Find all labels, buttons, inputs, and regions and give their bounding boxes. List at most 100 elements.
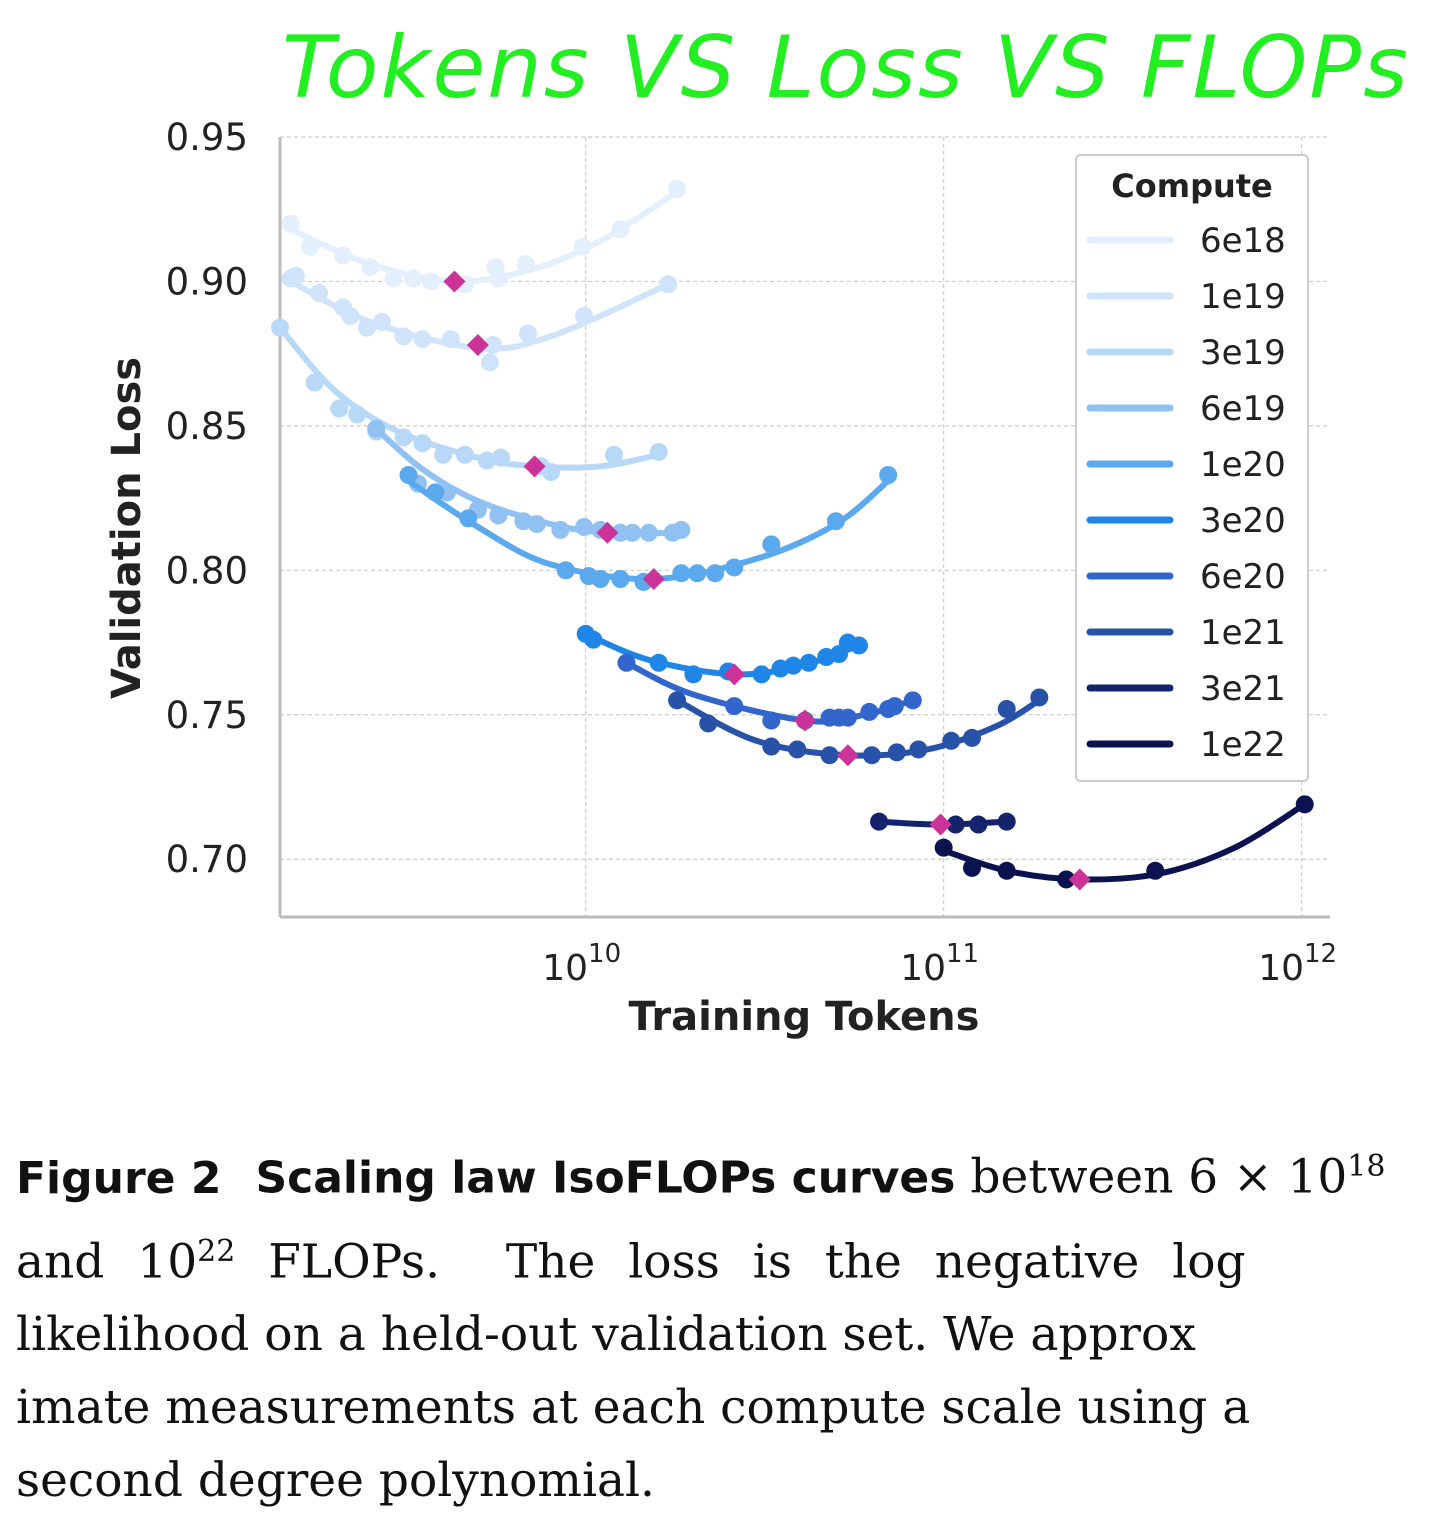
- data-point: [384, 269, 403, 288]
- handwritten-annotation: Tokens VS Loss VS FLOPs: [282, 18, 1410, 118]
- data-point: [367, 419, 386, 438]
- data-point: [489, 269, 508, 288]
- optimum-marker: [836, 744, 859, 767]
- legend-entry-label: 6e20: [1200, 557, 1286, 597]
- data-point: [668, 180, 687, 198]
- data-point: [483, 336, 502, 354]
- series-1e21: [668, 688, 1049, 767]
- data-point: [518, 324, 537, 343]
- optimum-marker: [1068, 868, 1091, 891]
- caption-line2-sup: 22: [197, 1233, 236, 1269]
- series-1e22: [934, 795, 1314, 891]
- caption-line2-post: FLOPs. The loss is the negative log: [235, 1234, 1246, 1290]
- data-point: [649, 442, 668, 461]
- y-tick-label: 0.75: [166, 694, 248, 737]
- data-point: [887, 743, 906, 762]
- data-point: [1030, 688, 1049, 707]
- data-point: [762, 535, 781, 554]
- x-tick-label: 1010: [542, 939, 621, 989]
- data-point: [334, 246, 353, 265]
- data-point: [301, 237, 320, 256]
- data-point: [862, 746, 881, 765]
- data-point: [946, 815, 965, 834]
- optimum-marker: [443, 270, 466, 293]
- data-point: [575, 307, 594, 326]
- caption-title: Scaling law IsoFLOPs curves: [255, 1152, 956, 1204]
- data-point: [639, 523, 658, 542]
- data-point: [489, 506, 508, 525]
- legend-box: [1075, 154, 1309, 782]
- data-point: [672, 564, 691, 583]
- data-point: [611, 220, 630, 239]
- data-point: [688, 564, 707, 583]
- data-point: [310, 284, 329, 302]
- series-1e20: [399, 466, 898, 591]
- data-point: [659, 275, 678, 294]
- caption-line-2: and 1022 FLOPs. The loss is the negative…: [16, 1215, 1432, 1299]
- data-point: [934, 838, 953, 857]
- data-point: [399, 466, 418, 484]
- legend-entry-label: 3e20: [1200, 501, 1286, 541]
- data-point: [286, 266, 305, 285]
- data-point: [1146, 861, 1165, 880]
- optimum-marker: [929, 813, 952, 836]
- data-point: [820, 746, 839, 765]
- data-point: [788, 740, 807, 759]
- data-point: [584, 630, 603, 649]
- legend-entry-label: 3e19: [1200, 333, 1286, 373]
- optimum-marker: [642, 568, 665, 590]
- series-6e18: [281, 180, 687, 294]
- data-point: [870, 812, 889, 831]
- data-point: [413, 434, 432, 453]
- data-point: [341, 307, 360, 326]
- legend-entry-label: 3e21: [1200, 669, 1286, 709]
- data-point: [617, 653, 636, 672]
- data-point: [434, 445, 453, 464]
- y-tick-label: 0.95: [166, 116, 248, 159]
- data-point: [725, 558, 744, 577]
- axes: 0.70 0.75 0.80 0.85 0.90 0.95 1010 1011 1012: [166, 116, 1337, 989]
- data-point: [373, 312, 392, 331]
- data-point: [556, 561, 575, 580]
- data-point: [706, 564, 725, 583]
- data-point: [404, 269, 423, 288]
- optimum-marker: [794, 709, 817, 732]
- legend-title: Compute: [1111, 167, 1273, 205]
- data-point: [684, 665, 703, 684]
- series-6e20: [617, 653, 922, 732]
- data-point: [605, 445, 624, 464]
- data-point: [963, 728, 982, 747]
- data-point: [885, 697, 904, 716]
- legend-entry-label: 1e19: [1200, 277, 1286, 317]
- optimum-marker: [466, 334, 489, 356]
- data-point: [649, 653, 668, 672]
- data-point: [1057, 870, 1076, 889]
- legend-entry-label: 1e20: [1200, 445, 1286, 485]
- fit-curve: [287, 188, 681, 285]
- data-point: [903, 691, 922, 710]
- data-point: [838, 708, 857, 727]
- data-point: [879, 466, 898, 484]
- data-point: [271, 318, 289, 337]
- data-point: [455, 445, 474, 464]
- data-point: [281, 214, 300, 233]
- optimum-marker: [723, 663, 746, 686]
- optimum-marker: [596, 521, 619, 544]
- data-point: [849, 636, 868, 655]
- caption-line-4: imate measurements at each compute scale…: [16, 1380, 1251, 1436]
- data-point: [551, 520, 570, 539]
- data-point: [305, 373, 324, 392]
- data-point: [394, 428, 413, 447]
- data-point: [516, 255, 535, 274]
- y-tick-label: 0.80: [166, 549, 248, 592]
- figure-caption: Figure 2 Scaling law IsoFLOPs curves betw…: [16, 1130, 1432, 1517]
- data-point: [413, 330, 432, 349]
- series-3e21: [870, 812, 1016, 836]
- data-point: [491, 448, 510, 467]
- fit-curve: [940, 801, 1308, 883]
- caption-line2-pre: and 10: [16, 1234, 198, 1290]
- x-tick-label: 1012: [1258, 939, 1337, 989]
- data-point: [799, 653, 818, 672]
- data-point: [591, 570, 610, 588]
- data-point: [426, 483, 445, 502]
